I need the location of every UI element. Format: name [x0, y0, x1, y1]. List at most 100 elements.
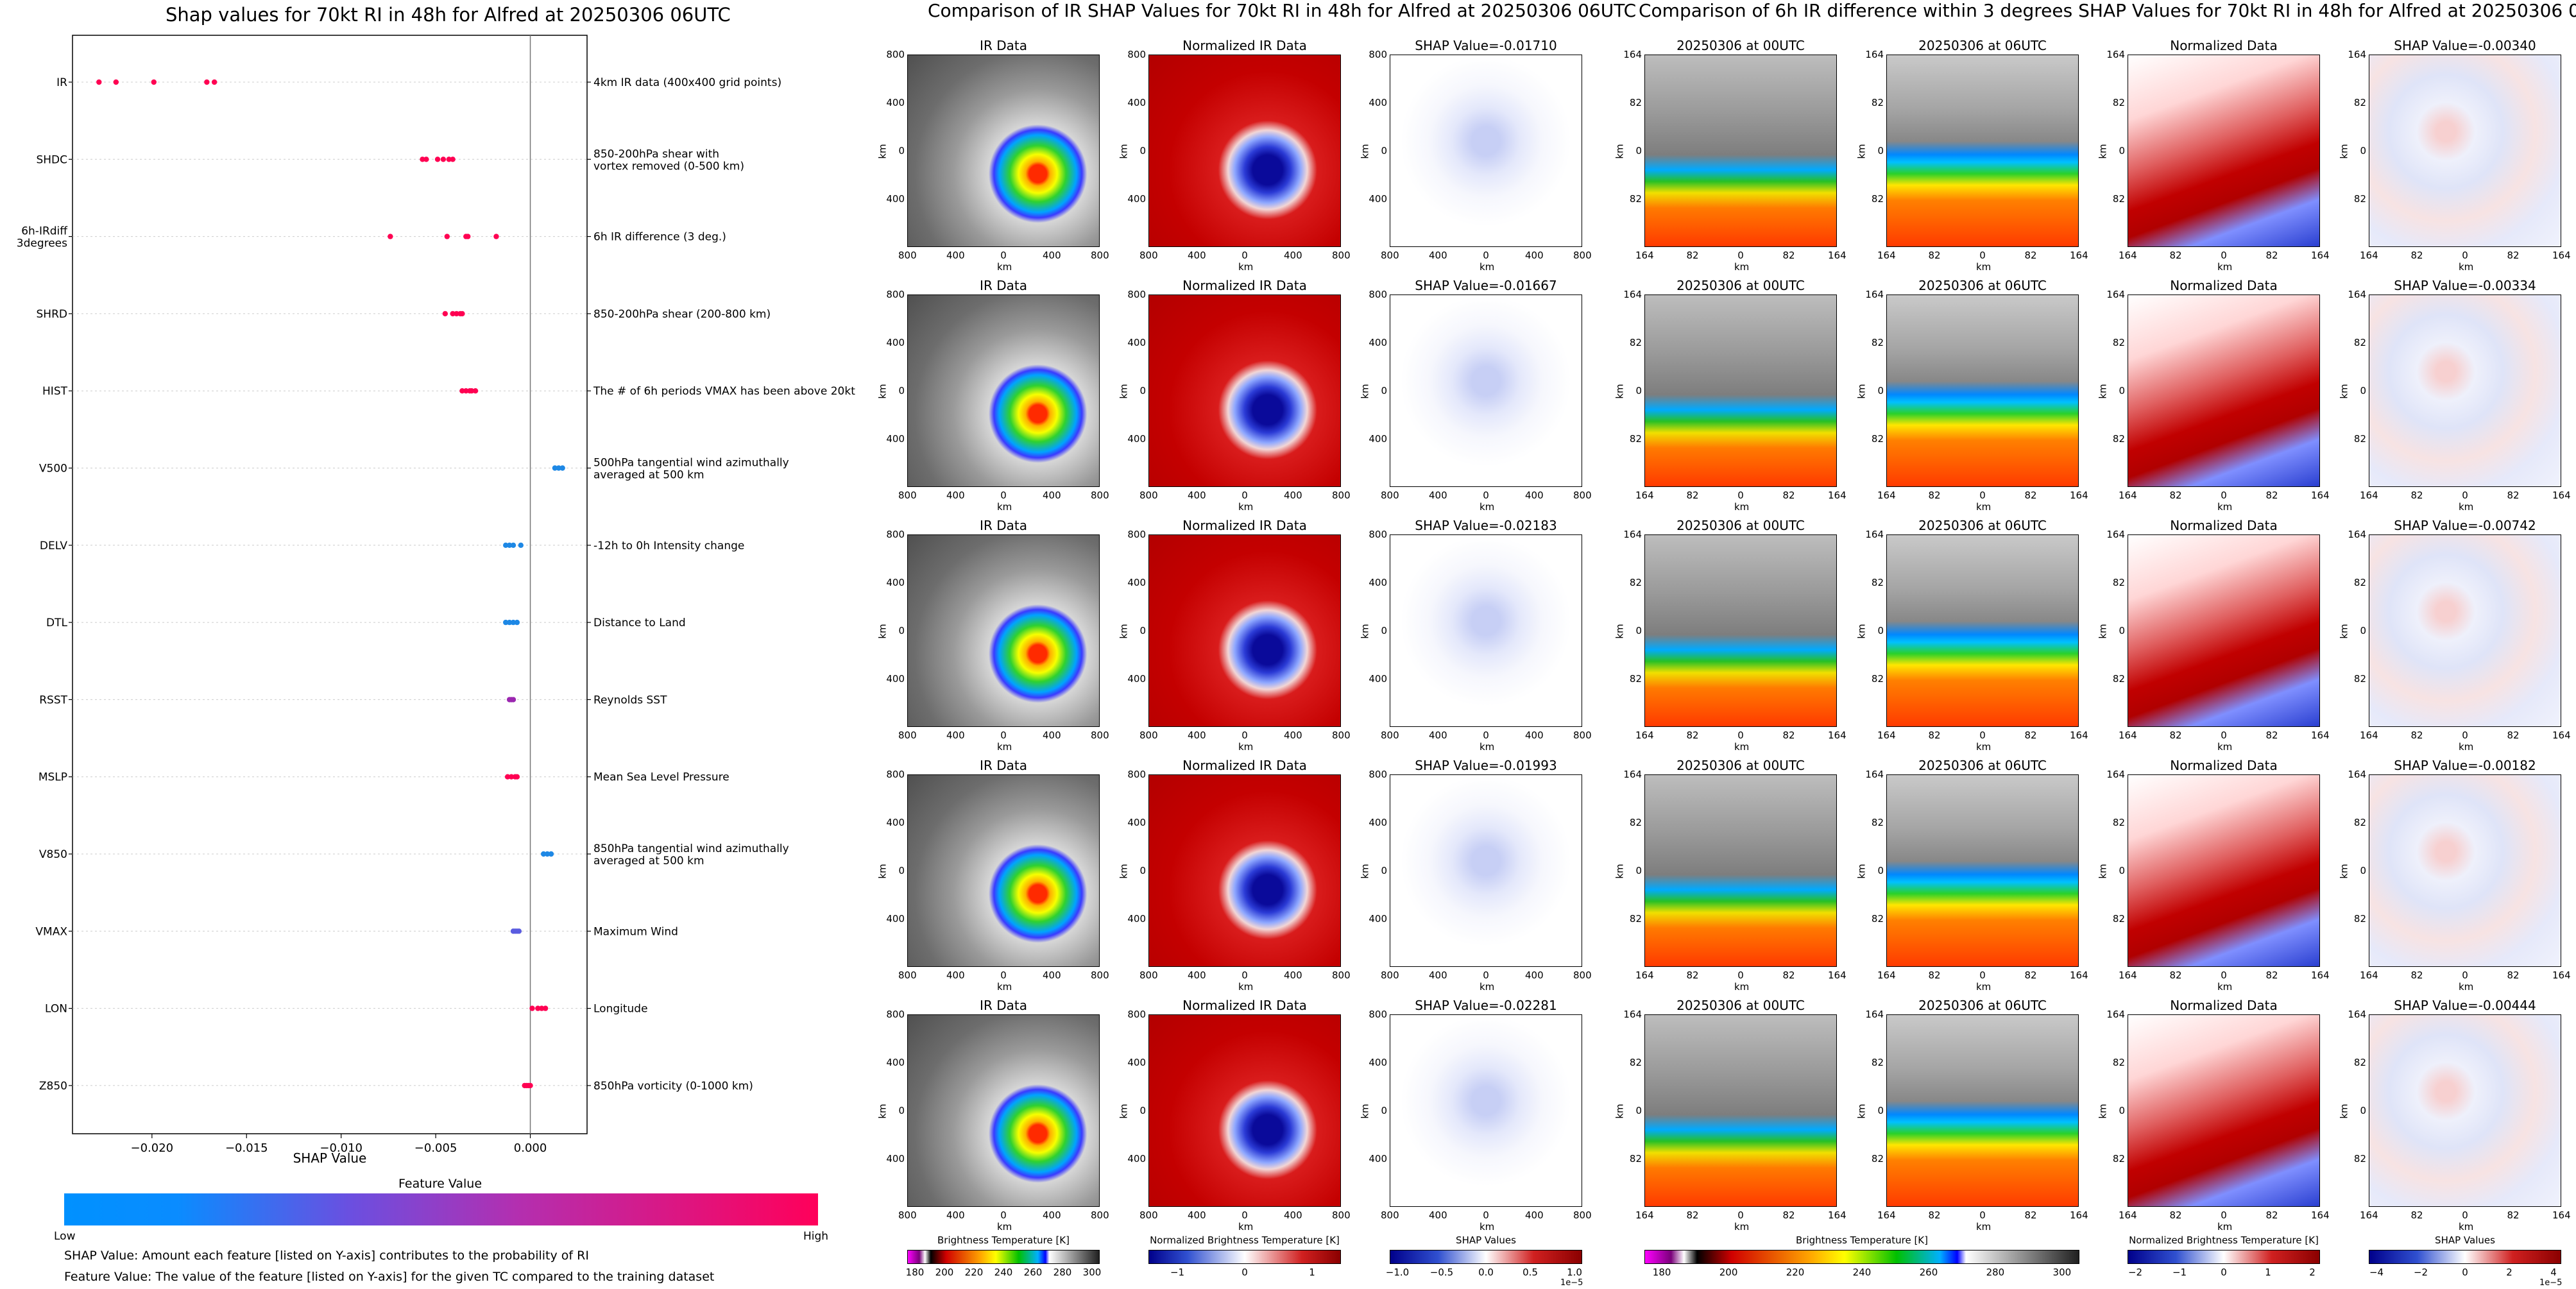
panel-x-label: km	[1480, 261, 1495, 273]
panel-y-tick: 400	[1127, 433, 1146, 445]
panel-x-tick: 82	[1928, 250, 1941, 261]
panel-y-tick: 400	[1127, 673, 1146, 685]
panel-x-tick: 164	[1828, 969, 1847, 981]
colorbar-label: SHAP Values	[2435, 1234, 2495, 1246]
panel-x-tick: 82	[1782, 969, 1795, 981]
panel-y-tick: 400	[886, 673, 905, 685]
panel-x-tick: 0	[1737, 969, 1744, 981]
panel-y-tick: 82	[1871, 817, 1884, 828]
panel-y-tick: 400	[886, 337, 905, 348]
panel-x-tick: 82	[2265, 1209, 2278, 1221]
panel-x-tick: 82	[1686, 730, 1699, 741]
panel-x-tick: 164	[2311, 1209, 2330, 1221]
panel-x-tick: 164	[1635, 969, 1654, 981]
panel-x-tick: 800	[1381, 490, 1399, 501]
panel-image-t6	[1886, 534, 2079, 727]
panel-y-label: km	[2338, 864, 2350, 879]
panel-y-tick: 82	[2112, 337, 2125, 348]
panel-x-tick: 164	[1828, 1209, 1847, 1221]
panel-image-ir	[907, 534, 1100, 727]
panel-x-label: km	[2459, 261, 2474, 273]
panel-y-tick: 0	[1381, 865, 1387, 876]
panel-title: Normalized Data	[2170, 998, 2278, 1013]
feature-label: DELV	[40, 540, 67, 552]
colorbar-gradient	[907, 1250, 1100, 1264]
colorbar-tick: 0	[1241, 1267, 1248, 1278]
panel-y-tick: 164	[2106, 529, 2125, 540]
colorbar-high-label: High	[803, 1230, 829, 1243]
panel-y-tick: 82	[2353, 1057, 2366, 1068]
panel-y-tick: 82	[2112, 433, 2125, 445]
panel-title: Normalized IR Data	[1182, 998, 1307, 1013]
panel-y-tick: 82	[1871, 97, 1884, 108]
feature-description: Mean Sea Level Pressure	[593, 771, 729, 784]
colorbar-tick: 0	[2221, 1267, 2227, 1278]
panel-x-label: km	[1480, 981, 1495, 993]
panel-x-tick: 0	[1000, 969, 1007, 981]
shap-point-shrd	[454, 311, 459, 317]
colorbar-tick: 280	[1986, 1267, 2005, 1278]
panel-image-t6	[1886, 1014, 2079, 1207]
shap-point-dtl	[503, 619, 509, 626]
panel-x-tick: 800	[898, 969, 917, 981]
panel-y-tick: 0	[1139, 625, 1146, 636]
panel-image-norm_ir	[1148, 774, 1341, 967]
feature-label: V850	[39, 848, 67, 861]
panel-y-tick: 0	[1877, 1105, 1884, 1116]
colorbar-tick: 4	[2550, 1267, 2557, 1278]
feature-description: Reynolds SST	[593, 694, 667, 706]
panel-x-tick: 164	[2552, 250, 2571, 261]
colorbar-tick: 200	[935, 1267, 954, 1278]
panel-y-tick: 800	[886, 1009, 905, 1020]
panel-x-label: km	[997, 501, 1012, 513]
panel-y-tick: 82	[1871, 193, 1884, 205]
panel-x-tick: 164	[2360, 250, 2378, 261]
panel-y-tick: 164	[2106, 289, 2125, 300]
panel-x-tick: 82	[1686, 250, 1699, 261]
panel-x-tick: 164	[2070, 490, 2088, 501]
panel-x-tick: 400	[1429, 730, 1447, 741]
panel-y-label: km	[2338, 384, 2350, 399]
panel-y-tick: 400	[1127, 97, 1146, 108]
panel-y-label: km	[1855, 624, 1868, 639]
panel-x-tick: 400	[1043, 1209, 1061, 1221]
panel-x-tick: 82	[2265, 969, 2278, 981]
panel-x-label: km	[997, 741, 1012, 753]
panel-title: Normalized IR Data	[1182, 518, 1307, 533]
panel-image-shap_d	[2369, 534, 2561, 727]
panel-x-tick: 82	[1928, 730, 1941, 741]
colorbar-tick: 300	[1082, 1267, 1102, 1278]
colorbar-gradient	[2369, 1250, 2561, 1264]
panel-x-label: km	[1976, 1221, 1992, 1233]
colorbar-offset: 1e−5	[2539, 1278, 2563, 1288]
panel-x-tick: 800	[1332, 730, 1351, 741]
panel-x-tick: 400	[1525, 250, 1544, 261]
panel-x-tick: 0	[2462, 969, 2468, 981]
shap-point-lon	[529, 1005, 535, 1011]
shap-point-mslp	[514, 774, 520, 780]
panel-x-tick: 800	[1091, 490, 1109, 501]
panel-y-tick: 0	[1381, 145, 1387, 157]
panel-y-tick: 82	[1629, 433, 1642, 445]
colorbar-tick: 180	[1652, 1267, 1671, 1278]
panel-x-tick: 164	[1635, 730, 1654, 741]
panel-x-tick: 400	[946, 730, 965, 741]
feature-label: DTL	[46, 617, 67, 629]
shap-point-v500	[559, 465, 565, 471]
shap-point-shdc	[420, 157, 425, 162]
shap-point-v850	[548, 851, 554, 857]
shap-point-mslp	[504, 774, 511, 780]
panel-title: 20250306 at 00UTC	[1676, 38, 1805, 53]
panel-x-tick: 400	[1429, 250, 1447, 261]
feature-description: Distance to Land	[593, 617, 686, 629]
panel-x-tick: 82	[2410, 250, 2423, 261]
panel-title: Normalized Data	[2170, 38, 2278, 53]
panel-y-tick: 0	[1877, 625, 1884, 636]
panel-x-tick: 82	[2265, 250, 2278, 261]
panel-y-label: km	[2338, 1104, 2350, 1119]
panel-image-t0	[1644, 55, 1837, 247]
panel-y-tick: 0	[2119, 1105, 2125, 1116]
feature-label: MSLP	[38, 771, 67, 784]
panel-x-label: km	[2217, 261, 2233, 273]
panel-y-tick: 164	[1865, 289, 1884, 300]
